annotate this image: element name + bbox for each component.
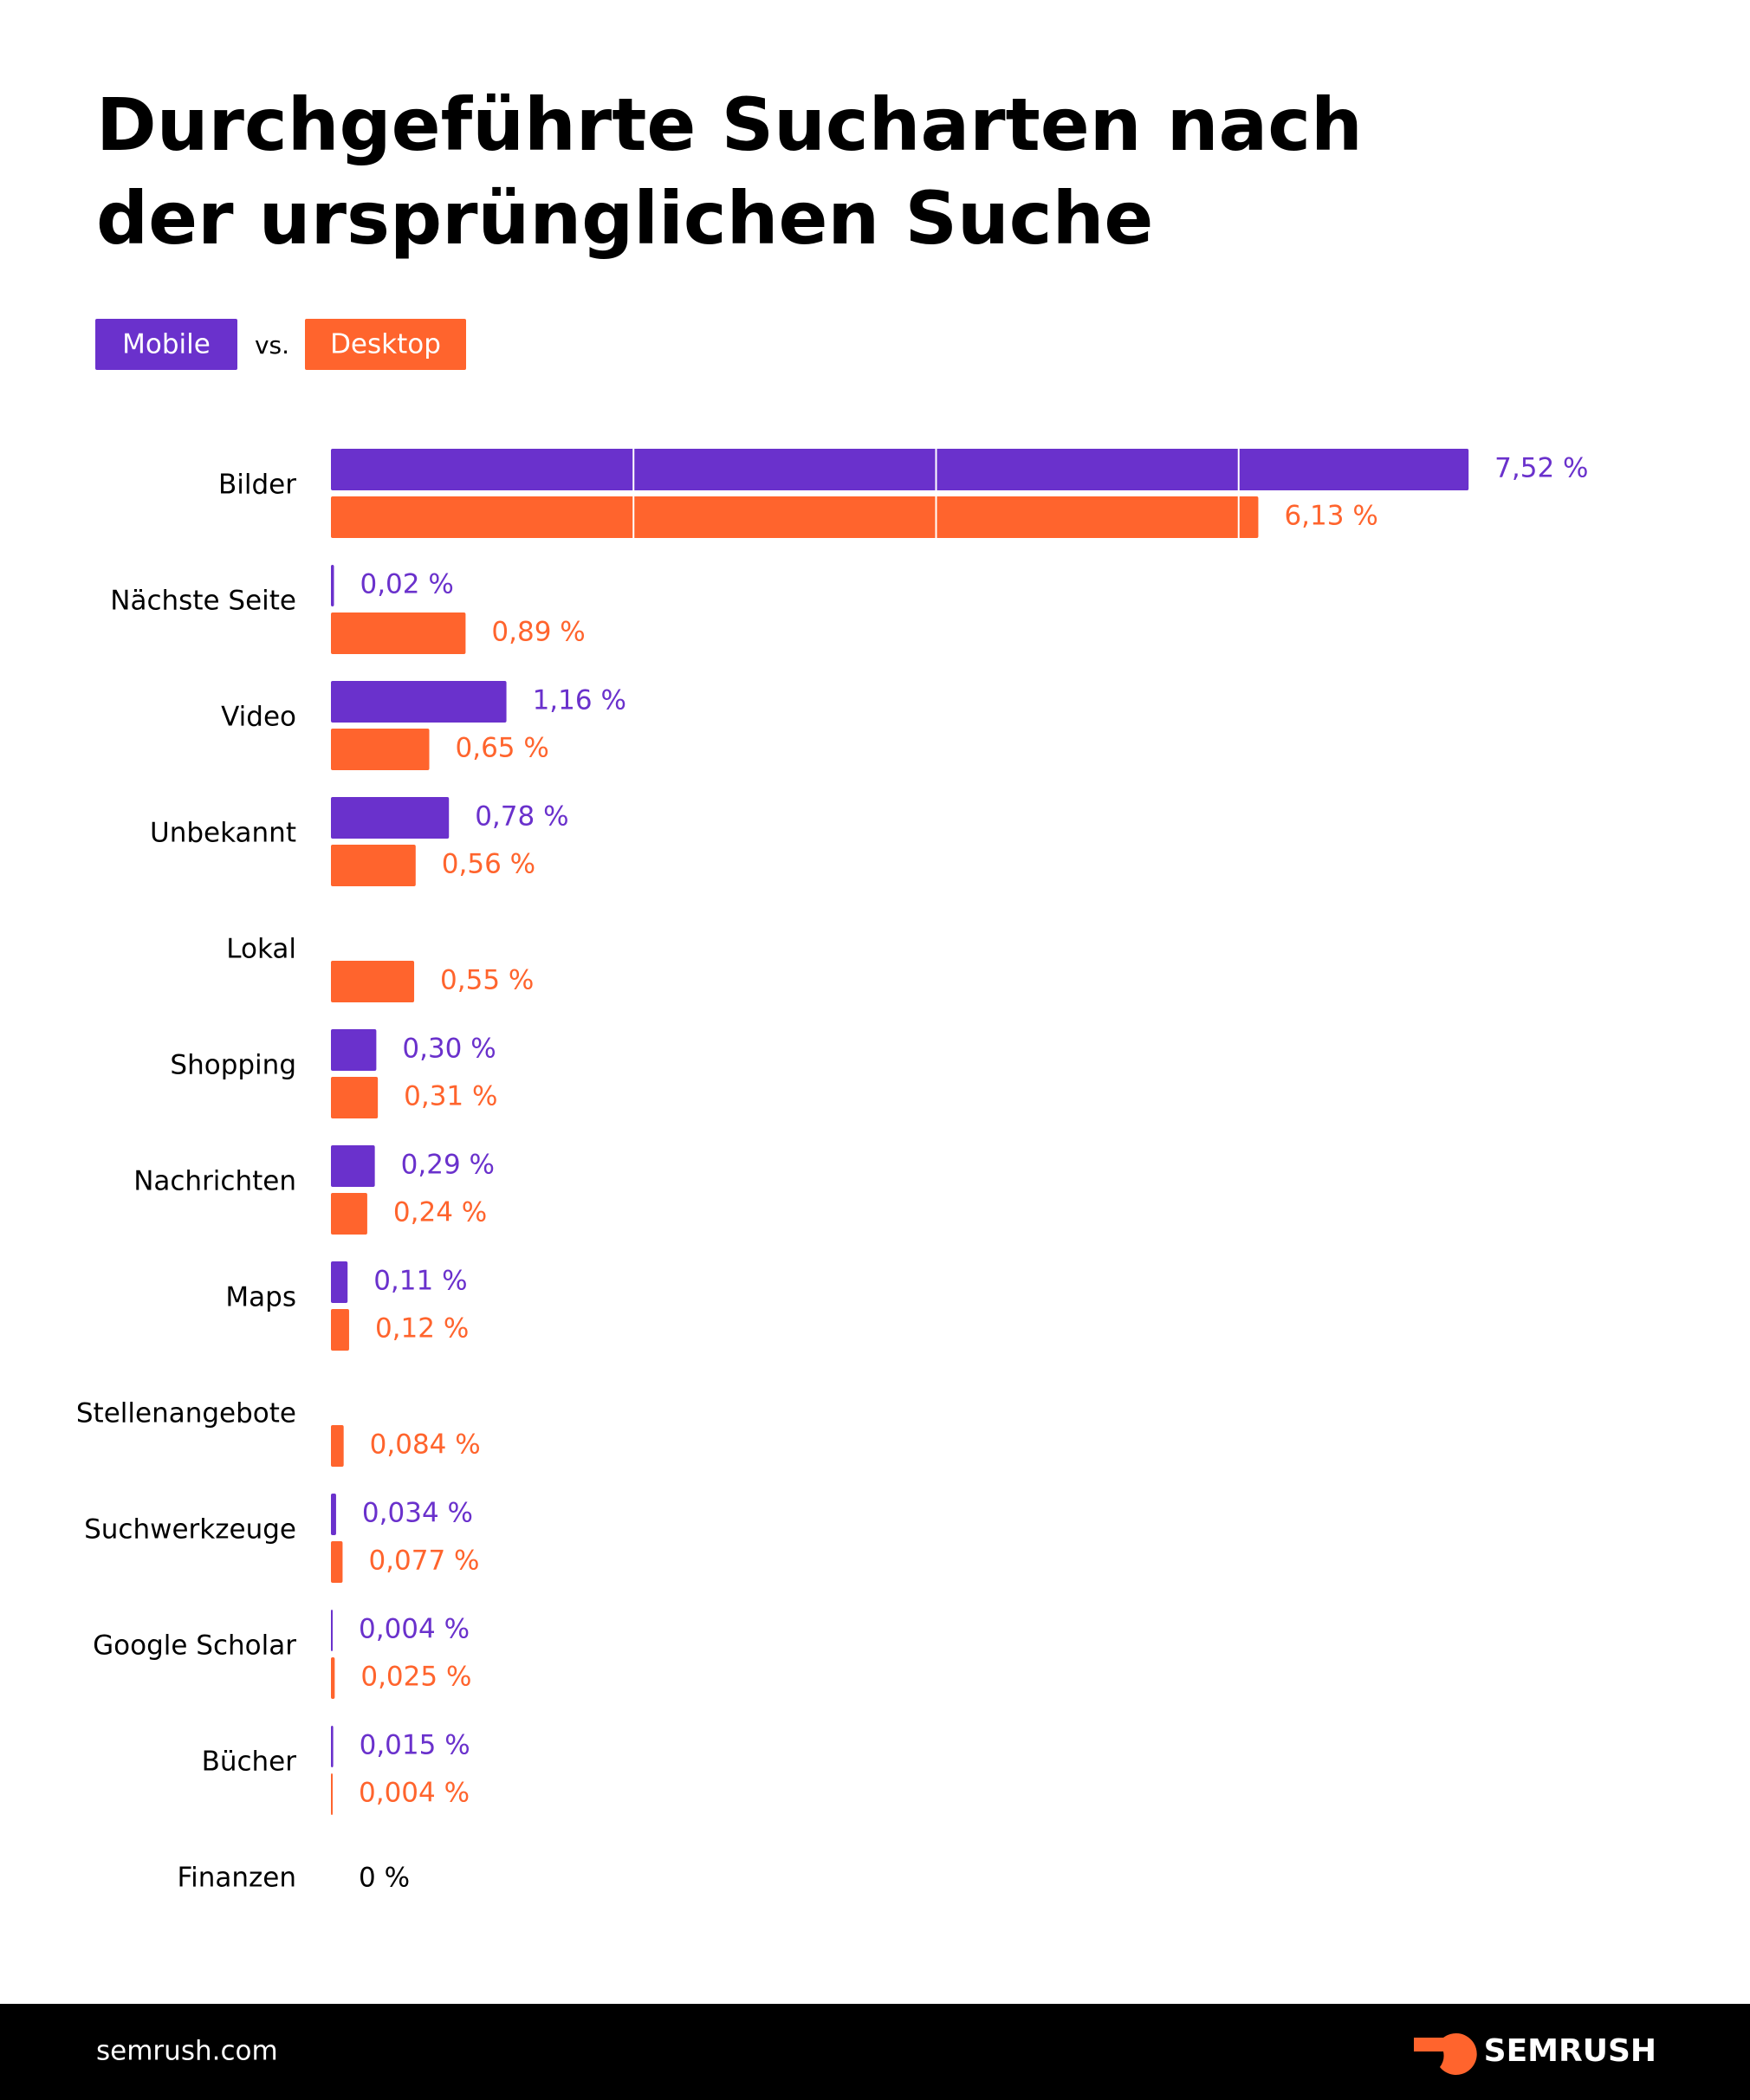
value-label: 0,30 %	[402, 1034, 496, 1065]
category-label: Lokal	[226, 934, 296, 965]
value-label: 0,034 %	[362, 1498, 473, 1529]
legend-separator: vs.	[255, 331, 289, 360]
category-label: Video	[221, 702, 296, 733]
category-label: Shopping	[170, 1050, 296, 1081]
value-label: 0,89 %	[491, 617, 585, 648]
value-label: 0,004 %	[359, 1614, 470, 1645]
bar	[331, 1425, 344, 1467]
bar	[331, 1193, 367, 1235]
legend: Mobile Desktop vs.	[95, 319, 466, 370]
value-label: 0,65 %	[456, 733, 549, 764]
chart-title: der ursprünglichen Suche	[96, 176, 1153, 261]
legend-label: Mobile	[122, 329, 211, 360]
bar	[331, 797, 450, 839]
category-label: Nachrichten	[133, 1166, 296, 1197]
bar	[331, 496, 1259, 538]
value-label: 0,78 %	[475, 801, 568, 833]
value-label: 0,004 %	[359, 1778, 470, 1809]
footer-brand: SEMRUSH	[1484, 2033, 1656, 2069]
brand-icon	[1414, 2032, 1477, 2075]
logo-dot	[1456, 2044, 1472, 2059]
category-label: Maps	[225, 1282, 296, 1313]
bar	[331, 1494, 336, 1535]
bar	[331, 1145, 375, 1187]
bar	[331, 845, 416, 886]
bar	[331, 1309, 349, 1351]
value-label: 0,015 %	[360, 1730, 470, 1761]
value-label: 0 %	[359, 1863, 410, 1894]
category-label: Bilder	[218, 470, 296, 501]
bar	[331, 1610, 333, 1651]
category-label: Suchwerkzeuge	[84, 1514, 296, 1546]
bar	[331, 449, 1469, 490]
footer-site: semrush.com	[96, 2036, 278, 2067]
legend-label: Desktop	[330, 329, 441, 360]
value-label: 0,12 %	[375, 1313, 469, 1345]
category-label: Google Scholar	[93, 1630, 296, 1662]
value-label: 0,084 %	[370, 1429, 481, 1461]
bar	[331, 1029, 377, 1071]
value-label: 0,11 %	[373, 1266, 467, 1297]
category-label: Finanzen	[178, 1863, 296, 1894]
value-label: 0,02 %	[360, 569, 453, 600]
value-label: 0,56 %	[442, 849, 535, 880]
value-label: 0,24 %	[393, 1197, 487, 1228]
legend-swatch	[305, 319, 466, 370]
value-label: 0,025 %	[360, 1662, 471, 1693]
value-label: 0,29 %	[401, 1150, 495, 1181]
bar	[331, 565, 334, 606]
bar	[331, 681, 507, 723]
value-label: 6,13 %	[1284, 501, 1377, 532]
category-label: Bücher	[202, 1747, 297, 1778]
chart-title: Durchgeführte Sucharten nach	[96, 82, 1363, 167]
value-label: 0,077 %	[368, 1546, 479, 1577]
bar	[331, 1726, 334, 1767]
value-label: 0,55 %	[440, 965, 534, 996]
bar	[331, 1077, 379, 1118]
value-label: 1,16 %	[533, 685, 626, 716]
value-label: 0,31 %	[404, 1081, 497, 1112]
bar	[331, 1261, 348, 1303]
value-label: 7,52 %	[1494, 453, 1588, 484]
bar	[331, 729, 430, 770]
category-label: Nächste Seite	[110, 586, 296, 617]
logo-mark	[1414, 2032, 1477, 2075]
bar	[331, 1657, 335, 1699]
legend-swatch	[95, 319, 237, 370]
bar	[331, 1541, 343, 1583]
bar	[331, 1773, 333, 1815]
bar	[331, 961, 415, 1002]
bar	[331, 612, 466, 654]
category-label: Unbekannt	[150, 818, 296, 849]
category-label: Stellenangebote	[76, 1398, 296, 1429]
